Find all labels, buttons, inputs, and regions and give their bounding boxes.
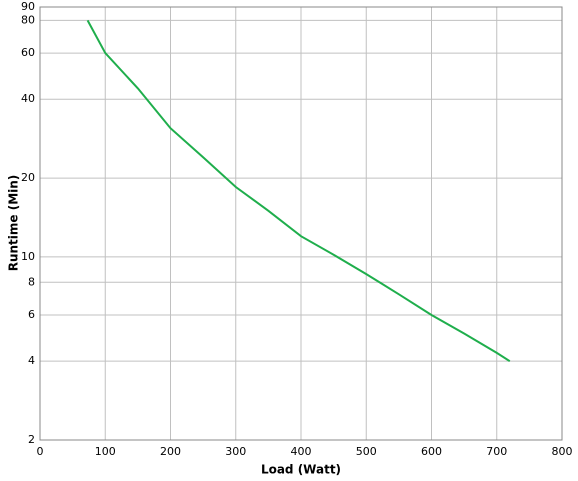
y-tick-label: 20 bbox=[21, 171, 35, 184]
y-tick-label: 6 bbox=[28, 308, 35, 321]
x-tick-label: 300 bbox=[225, 445, 246, 458]
y-tick-label: 40 bbox=[21, 92, 35, 105]
x-axis-title: Load (Watt) bbox=[261, 463, 341, 477]
x-tick-label: 100 bbox=[95, 445, 116, 458]
x-tick-label: 0 bbox=[37, 445, 44, 458]
y-tick-label: 90 bbox=[21, 0, 35, 13]
y-tick-label: 80 bbox=[21, 13, 35, 26]
x-tick-label: 800 bbox=[552, 445, 573, 458]
y-tick-label: 60 bbox=[21, 46, 35, 59]
x-tick-label: 400 bbox=[291, 445, 312, 458]
data-line bbox=[86, 19, 511, 363]
y-tick-label: 4 bbox=[28, 354, 35, 367]
x-tick-label: 200 bbox=[160, 445, 181, 458]
y-tick-label: 8 bbox=[28, 275, 35, 288]
y-tick-label: 10 bbox=[21, 250, 35, 263]
y-tick-label: 2 bbox=[28, 433, 35, 446]
x-tick-label: 600 bbox=[421, 445, 442, 458]
x-tick-label: 700 bbox=[486, 445, 507, 458]
plot-border bbox=[39, 6, 563, 441]
x-tick-label: 500 bbox=[356, 445, 377, 458]
y-axis-title: Runtime (Min) bbox=[7, 175, 21, 272]
